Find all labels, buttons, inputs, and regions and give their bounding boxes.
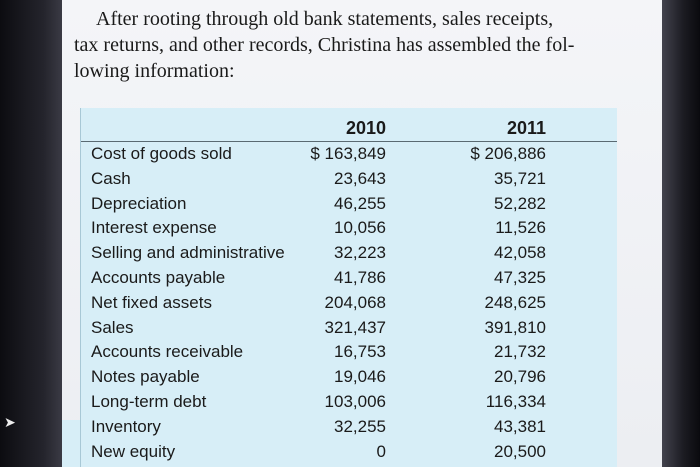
table-row: Sales 321,437 391,810 <box>81 318 617 342</box>
row-label: Interest expense <box>91 218 217 238</box>
row-label: New equity <box>91 441 176 461</box>
value-2010: 103,006 <box>324 392 386 411</box>
table-row: New equity 0 20,500 <box>81 442 617 466</box>
value-2011: 248,625 <box>484 292 546 312</box>
row-label: Accounts payable <box>91 268 226 287</box>
value-2010: 32,223 <box>334 243 386 263</box>
financial-data-table: 2010 2011 Cost of goods sold $ 163,849 $ 2… <box>80 108 617 467</box>
value-2011: 52,282 <box>494 193 546 213</box>
value-2011: 35,721 <box>494 168 546 188</box>
value-2010: 23,643 <box>334 168 386 188</box>
row-label: Depreciation <box>91 193 187 213</box>
row-label: Cash <box>91 168 131 188</box>
table-row: Cash 23,643 35,721 <box>81 169 617 193</box>
value-2011: 21,732 <box>494 342 546 362</box>
value-2010: 321,437 <box>324 317 386 337</box>
value-2011: 42,058 <box>494 243 546 263</box>
intro-line-3: lowing information: <box>74 60 235 82</box>
value-2010: 32,255 <box>334 416 386 436</box>
value-2010: 46,255 <box>334 193 386 213</box>
mouse-pointer-icon: ➤ <box>4 414 16 430</box>
row-label: Net fixed assets <box>91 292 212 312</box>
value-2010: 10,056 <box>334 218 386 238</box>
value-2011: 11,526 <box>495 218 546 238</box>
value-2011: 20,796 <box>494 367 546 387</box>
intro-paragraph: After rooting through old bank statement… <box>74 6 584 84</box>
table-row: Accounts receivable 16,753 21,732 <box>81 342 617 366</box>
row-label: Notes payable <box>91 367 200 387</box>
table-row: Selling and administrative 32,223 42,058 <box>81 243 617 267</box>
value-2010: 41,786 <box>334 268 386 287</box>
value-2011: 20,500 <box>494 441 546 461</box>
table-row: Inventory 32,255 43,381 <box>81 417 617 441</box>
table-row: Accounts payable 41,786 47,325 <box>81 268 617 292</box>
column-header-2010: 2010 <box>345 118 386 138</box>
table-row: Cost of goods sold $ 163,849 $ 206,886 <box>81 144 617 168</box>
value-2010: 0 <box>376 441 386 461</box>
header-divider <box>81 141 617 142</box>
value-2011: 116,334 <box>485 392 546 411</box>
value-2011: 47,325 <box>494 268 546 287</box>
document-page: After rooting through old bank statement… <box>62 0 662 467</box>
row-label: Cost of goods sold <box>91 144 232 163</box>
table-row: Interest expense 10,056 11,526 <box>81 218 617 242</box>
value-2010: 19,046 <box>334 367 386 387</box>
row-label: Selling and administrative <box>91 243 285 263</box>
value-2011: $ 206,886 <box>470 144 546 163</box>
screen-bezel-left <box>0 0 62 467</box>
row-label: Long-term debt <box>91 392 207 411</box>
table-row: Long-term debt 103,006 116,334 <box>81 392 617 416</box>
value-2010: $ 163,849 <box>310 144 386 163</box>
intro-line-2: tax returns, and other records, Christin… <box>74 34 575 56</box>
intro-line-1: After rooting through old bank statement… <box>96 8 554 30</box>
row-label: Sales <box>91 317 134 337</box>
table-row: Depreciation 46,255 52,282 <box>81 194 617 218</box>
table-row: Notes payable 19,046 20,796 <box>81 367 617 391</box>
screen-bezel-right <box>658 0 700 467</box>
value-2011: 43,381 <box>494 416 546 436</box>
table-row: Net fixed assets 204,068 248,625 <box>81 293 617 317</box>
row-label: Inventory <box>91 416 161 436</box>
row-label: Accounts receivable <box>91 342 244 362</box>
value-2010: 16,753 <box>334 342 386 362</box>
value-2010: 204,068 <box>324 292 386 312</box>
column-header-2011: 2011 <box>506 118 546 138</box>
panel-edge <box>62 420 80 467</box>
value-2011: 391,810 <box>484 317 546 337</box>
